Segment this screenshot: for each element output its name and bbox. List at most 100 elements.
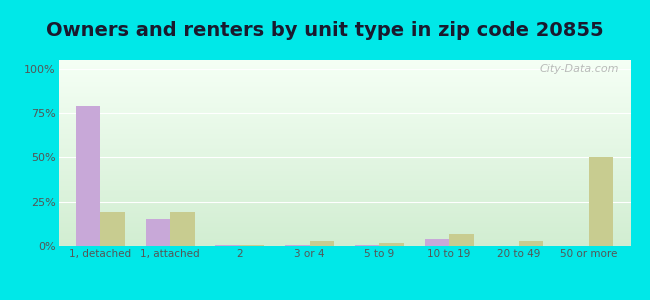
- Bar: [146, 219, 170, 246]
- Bar: [58, 231, 630, 232]
- Bar: [58, 242, 630, 243]
- Bar: [58, 210, 630, 211]
- Bar: [58, 153, 630, 154]
- Bar: [58, 201, 630, 202]
- Bar: [58, 180, 630, 181]
- Bar: [58, 156, 630, 157]
- Bar: [58, 170, 630, 171]
- Bar: [58, 160, 630, 161]
- Bar: [240, 245, 265, 246]
- Bar: [58, 140, 630, 141]
- Bar: [58, 233, 630, 234]
- Bar: [424, 239, 449, 246]
- Bar: [58, 224, 630, 225]
- Bar: [58, 185, 630, 187]
- Bar: [58, 205, 630, 206]
- Bar: [58, 123, 630, 124]
- Bar: [380, 243, 404, 246]
- Bar: [58, 167, 630, 168]
- Bar: [58, 74, 630, 75]
- Bar: [58, 199, 630, 200]
- Bar: [58, 182, 630, 183]
- Bar: [58, 125, 630, 126]
- Bar: [58, 145, 630, 146]
- Bar: [58, 234, 630, 235]
- Bar: [58, 154, 630, 155]
- Bar: [58, 110, 630, 111]
- Bar: [58, 238, 630, 239]
- Bar: [58, 150, 630, 151]
- Bar: [58, 160, 630, 161]
- Bar: [58, 204, 630, 205]
- Bar: [58, 98, 630, 99]
- Bar: [58, 202, 630, 203]
- Bar: [58, 90, 630, 91]
- Bar: [58, 214, 630, 215]
- Bar: [58, 62, 630, 63]
- Bar: [58, 211, 630, 212]
- Bar: [58, 218, 630, 219]
- Bar: [58, 63, 630, 64]
- Bar: [58, 135, 630, 136]
- Bar: [58, 118, 630, 119]
- Bar: [58, 223, 630, 224]
- Bar: [58, 148, 630, 149]
- Bar: [58, 171, 630, 172]
- Bar: [58, 86, 630, 87]
- Bar: [58, 133, 630, 134]
- Bar: [58, 71, 630, 72]
- Bar: [58, 235, 630, 236]
- Bar: [58, 143, 630, 144]
- Bar: [58, 172, 630, 173]
- Bar: [58, 94, 630, 95]
- Text: Owners and renters by unit type in zip code 20855: Owners and renters by unit type in zip c…: [46, 21, 604, 40]
- Bar: [58, 73, 630, 74]
- Bar: [58, 120, 630, 122]
- Bar: [58, 76, 630, 77]
- Bar: [58, 183, 630, 184]
- Bar: [58, 209, 630, 210]
- Bar: [58, 237, 630, 238]
- Bar: [58, 222, 630, 223]
- Bar: [58, 129, 630, 130]
- Bar: [58, 157, 630, 158]
- Bar: [58, 126, 630, 127]
- Bar: [58, 238, 630, 239]
- Bar: [58, 95, 630, 96]
- Bar: [58, 116, 630, 117]
- Bar: [58, 193, 630, 194]
- Bar: [58, 194, 630, 195]
- Bar: [58, 203, 630, 204]
- Bar: [58, 92, 630, 94]
- Bar: [58, 138, 630, 139]
- Bar: [58, 236, 630, 237]
- Bar: [58, 159, 630, 160]
- Bar: [58, 232, 630, 233]
- Bar: [58, 113, 630, 114]
- Bar: [58, 104, 630, 105]
- Bar: [58, 115, 630, 116]
- Bar: [58, 66, 630, 67]
- Bar: [58, 162, 630, 163]
- Bar: [58, 64, 630, 66]
- Bar: [58, 178, 630, 179]
- Bar: [76, 106, 100, 246]
- Bar: [58, 68, 630, 69]
- Text: City-Data.com: City-Data.com: [540, 64, 619, 74]
- Bar: [58, 137, 630, 138]
- Bar: [58, 177, 630, 178]
- Bar: [58, 187, 630, 188]
- Bar: [58, 220, 630, 221]
- Bar: [58, 118, 630, 119]
- Bar: [58, 107, 630, 108]
- Bar: [58, 79, 630, 80]
- Bar: [58, 163, 630, 164]
- Bar: [58, 198, 630, 199]
- Bar: [58, 80, 630, 81]
- Bar: [58, 245, 630, 246]
- Bar: [58, 166, 630, 167]
- Bar: [58, 146, 630, 147]
- Bar: [58, 106, 630, 107]
- Bar: [58, 102, 630, 103]
- Bar: [58, 241, 630, 242]
